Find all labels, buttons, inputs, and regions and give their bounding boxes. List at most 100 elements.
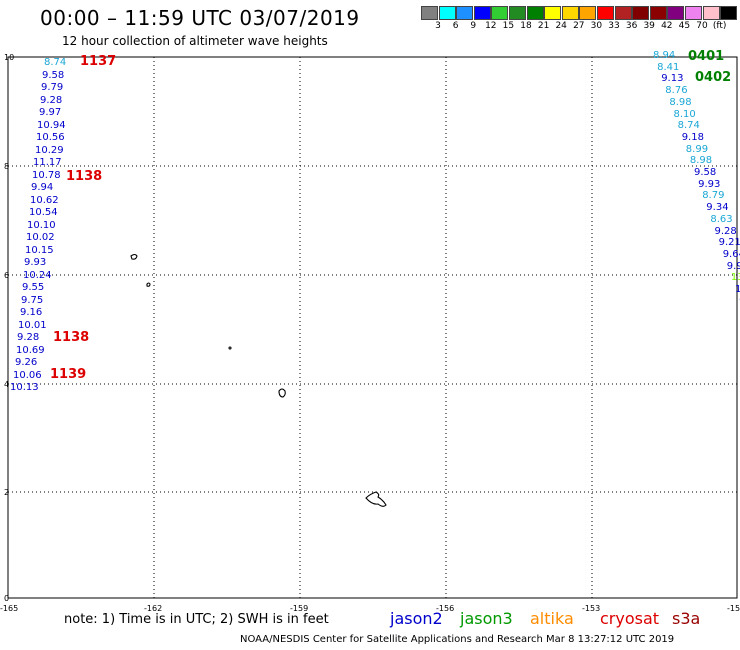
wave-height-value: 9.16	[20, 307, 43, 318]
satellite-name: jason2	[390, 609, 443, 628]
lat-label: 4	[4, 380, 9, 389]
lon-labels: -165 -162 -159 -156 -153 -150	[0, 604, 740, 613]
wave-height-value: 8.98	[669, 96, 692, 108]
wave-height-value: 9.58	[42, 69, 65, 81]
island-3	[228, 346, 232, 350]
lon-label: -162	[144, 604, 162, 613]
wave-height-value: 10.06	[13, 369, 42, 381]
lon-label: -159	[290, 604, 308, 613]
wave-height-value: 10.02	[26, 232, 55, 243]
island-1	[130, 253, 138, 260]
wave-height-value: 10.62	[30, 194, 59, 206]
scale-swatch	[509, 6, 526, 20]
lat-labels: 10 8 6 4 2 0	[4, 53, 14, 603]
scale-tick-label: 36	[625, 21, 638, 31]
wave-height-value: 9.28	[17, 332, 40, 343]
scale-tick-label: 18	[520, 21, 532, 31]
lat-label: 8	[4, 162, 9, 171]
wave-height-value: 8.10	[673, 108, 696, 120]
wave-height-value: 9.21	[718, 237, 740, 249]
page-subtitle: 12 hour collection of altimeter wave hei…	[62, 34, 328, 48]
wave-height-value: 10.10	[27, 219, 56, 231]
wave-height-value: 10.3	[735, 284, 740, 295]
graticule	[8, 57, 737, 598]
wave-height-value: 10.78	[32, 169, 61, 181]
wave-height-value: 9.34	[706, 202, 729, 214]
wave-height-value: 10.69	[16, 344, 45, 356]
wave-height-value: 9.97	[726, 260, 740, 272]
scale-tick-label: 3	[435, 21, 441, 31]
lon-label: -150	[727, 604, 740, 613]
scale-swatch	[720, 6, 738, 20]
wave-height-value: 10.56	[36, 132, 65, 143]
scale-tick-label: 6	[452, 21, 459, 31]
wave-height-value: 8.63	[710, 213, 733, 225]
wave-height-value: 9.26	[15, 357, 38, 368]
wave-height-value: 8.79	[702, 190, 725, 202]
scale-swatch	[614, 6, 632, 20]
wave-height-value: 10.01	[18, 319, 47, 331]
wave-height-value: 13.3	[730, 272, 740, 284]
pass-time-label-right: 0401	[688, 49, 725, 64]
scale-swatch	[597, 6, 614, 20]
scale-swatch	[667, 6, 685, 20]
page-title: 00:00 – 11:59 UTC 03/07/2019	[40, 6, 360, 30]
scale-tick-label: 70	[696, 21, 708, 31]
scale-swatch	[702, 6, 720, 20]
scale-tick-label: 45	[678, 21, 691, 31]
scale-swatch	[456, 6, 474, 20]
wave-height-value: 9.93	[698, 178, 721, 190]
scale-swatch	[685, 6, 702, 20]
scale-tick-label: 30	[590, 21, 603, 31]
satellite-name: altika	[530, 609, 574, 628]
wave-height-value: 9.58	[694, 167, 717, 178]
wave-height-value: 9.75	[21, 294, 44, 306]
scale-tick-label: (ft)	[712, 21, 727, 31]
scale-swatch	[544, 6, 562, 20]
satellite-name: s3a	[672, 609, 701, 628]
scale-tick-label: 9	[470, 21, 477, 31]
islands	[130, 253, 387, 507]
scale-tick-label: 42	[661, 21, 673, 31]
wave-height-value: 9.79	[41, 82, 64, 93]
wave-height-value: 9.97	[39, 107, 62, 118]
scale-swatch	[421, 6, 438, 20]
footer-credit: NOAA/NESDIS Center for Satellite Applica…	[240, 634, 675, 645]
pass-time-label: 1138	[66, 169, 103, 184]
wave-height-value: 10.15	[25, 244, 54, 256]
pass-time-label: 1139	[50, 367, 87, 382]
wave-height-value: 8.76	[665, 85, 688, 97]
scale-tick-label: 12	[485, 21, 497, 31]
scale-swatch	[491, 6, 509, 20]
scale-swatch	[438, 6, 456, 20]
scale-swatch	[473, 6, 491, 20]
wave-height-value: 10.94	[37, 119, 66, 131]
island-2	[146, 282, 151, 287]
pass-time-label-right: 0402	[695, 70, 732, 85]
scale-tick-label: 27	[573, 21, 585, 31]
island-4	[278, 388, 286, 398]
scale-swatch	[579, 6, 597, 20]
wave-height-value: 8.74	[677, 120, 700, 132]
lon-label: -156	[436, 604, 454, 613]
footer-note: note: 1) Time is in UTC; 2) SWH is in fe…	[64, 612, 329, 627]
scale-swatch	[632, 6, 650, 20]
wave-height-value: 9.64	[722, 248, 740, 260]
lat-label: 2	[4, 488, 9, 497]
wave-height-value: 9.93	[24, 257, 47, 268]
scale-tick-label: 21	[537, 21, 550, 31]
island-5	[365, 491, 387, 507]
wave-height-value: 9.94	[31, 182, 54, 193]
wave-height-value: 10.54	[29, 207, 58, 218]
lon-label: -153	[582, 604, 600, 613]
lon-label: -165	[0, 604, 18, 613]
wave-height-value: 11.17	[33, 157, 62, 168]
satellite-name: jason3	[460, 609, 513, 628]
wave-height-value: 8.41	[657, 61, 680, 73]
lat-label: 6	[4, 271, 9, 280]
map-frame	[7, 56, 738, 599]
wave-height-value: 8.98	[689, 155, 713, 167]
scale-swatch	[526, 6, 544, 20]
satellite-name: cryosat	[600, 609, 660, 628]
